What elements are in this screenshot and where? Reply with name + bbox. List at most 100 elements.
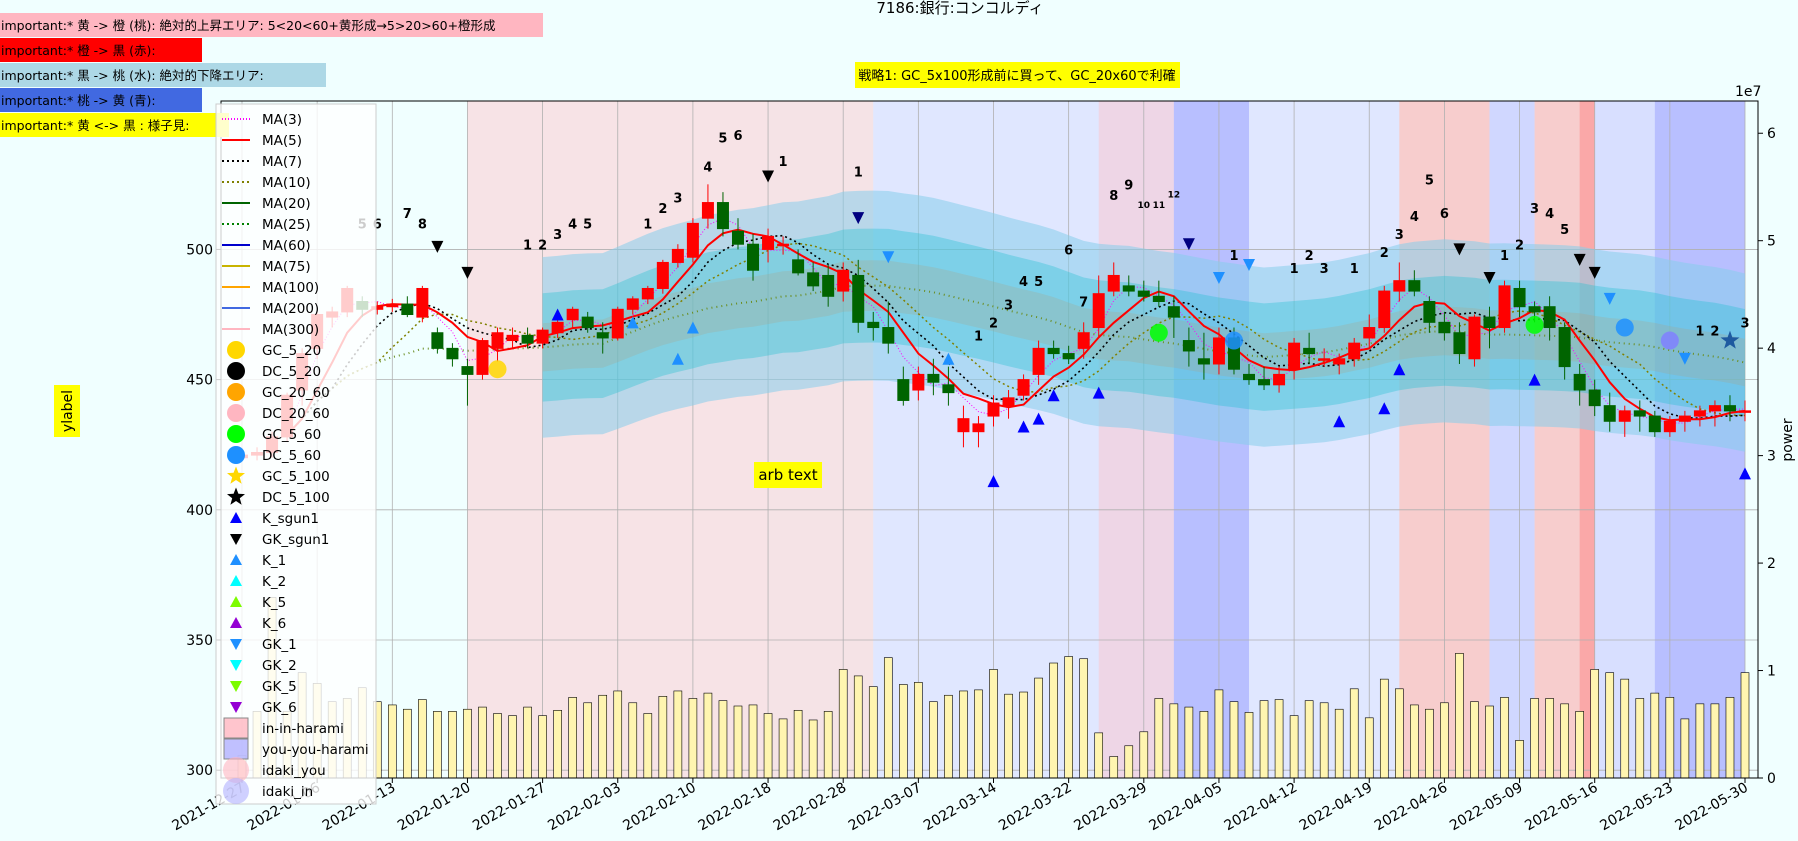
- legend-circle-swatch: [227, 446, 245, 464]
- candle-body: [461, 366, 474, 375]
- strategy-number-label: 3: [1740, 317, 1749, 332]
- y2-tick-label: 3: [1767, 449, 1776, 465]
- candle-body: [521, 334, 534, 344]
- strategy-number-label: 4: [568, 218, 577, 233]
- volume-bar: [974, 689, 983, 779]
- volume-bar: [508, 715, 517, 779]
- strategy-number-label: 5: [1560, 223, 1569, 238]
- sell-triangle-marker: [1678, 352, 1691, 365]
- x-tick-label: 2022-03-29: [1071, 780, 1149, 835]
- legend: MA(3) MA(5) MA(7) MA(10) MA(20) MA(25) MA(60) M…: [215, 103, 377, 805]
- candle-body: [1513, 287, 1526, 308]
- important-note: important:* 黒 -> 桃 (水): 絶対的下降エリア:: [1, 68, 264, 83]
- volume-bar: [643, 713, 653, 779]
- strategy-number-label: 6: [1440, 207, 1449, 222]
- volume-bar: [387, 704, 397, 779]
- candle-body: [1483, 316, 1496, 329]
- x-tick-label: 2022-04-05: [1146, 780, 1224, 835]
- candle-body: [1363, 327, 1376, 339]
- candle-body: [716, 202, 729, 230]
- candle-body: [1468, 316, 1481, 360]
- legend-label: MA(200): [262, 301, 319, 317]
- volume-bar: [1109, 756, 1119, 779]
- strategy-number-label: 2: [989, 317, 998, 332]
- legend-label: MA(7): [262, 154, 302, 170]
- volume-bar: [478, 706, 487, 779]
- cross-circle-marker: [1615, 318, 1634, 337]
- x-tick-label: 2022-02-18: [696, 780, 774, 835]
- cross-star-marker: [1720, 330, 1740, 349]
- important-note: important:* 橙 -> 黒 (赤):: [1, 43, 156, 58]
- strategy-number-label: 5: [1034, 275, 1043, 290]
- legend-circle-swatch: [227, 362, 245, 380]
- volume-bar: [1169, 703, 1179, 779]
- candle-body: [1678, 415, 1691, 422]
- important-note: important:* 桃 -> 黄 (青):: [1, 93, 156, 108]
- strategy-number-label: 1: [854, 166, 863, 181]
- candle-body: [1348, 342, 1361, 360]
- volume-bar: [808, 719, 818, 779]
- strategy-number-label: 3: [1320, 262, 1329, 277]
- volume-bar: [1665, 697, 1675, 779]
- volume-bar: [914, 682, 923, 779]
- legend-label: K_1: [262, 553, 286, 569]
- volume-bars: [237, 597, 1750, 779]
- volume-bar: [628, 702, 638, 779]
- volume-bar: [1019, 691, 1028, 779]
- volume-bar: [1274, 699, 1284, 779]
- important-note-box: [0, 63, 326, 87]
- buy-triangle-marker: [671, 352, 684, 365]
- volume-bar: [823, 711, 833, 779]
- strategy-number-label: 1: [643, 218, 652, 233]
- important-note: important:* 黄 <-> 黒 : 様子見:: [1, 118, 189, 133]
- strategy-number-label: 11: [1153, 201, 1166, 211]
- volume-bar: [1034, 677, 1043, 779]
- legend-label: GC_5_20: [262, 343, 321, 359]
- candle-body: [1723, 405, 1736, 412]
- volume-bar: [1605, 672, 1615, 779]
- strategy-number-label: 2: [658, 202, 667, 217]
- candle-body: [686, 222, 699, 258]
- legend-label: MA(5): [262, 133, 302, 149]
- volume-bar: [523, 706, 532, 779]
- strategy-number-label: 2: [1515, 238, 1524, 253]
- candle-body: [972, 423, 985, 433]
- volume-bar: [1244, 712, 1254, 779]
- candle-body: [912, 373, 925, 391]
- legend-rect-swatch: [223, 717, 249, 739]
- volume-bar: [763, 713, 773, 779]
- candle-body: [897, 379, 910, 401]
- buy-triangle-marker: [1739, 467, 1751, 480]
- sell-triangle-marker: [1212, 272, 1225, 285]
- candle-body: [1739, 410, 1751, 413]
- sell-triangle-marker: [431, 240, 444, 253]
- strategy-number-label: 1: [1695, 324, 1704, 339]
- y2-tick-label: 1: [1767, 664, 1776, 680]
- candle-body: [1107, 274, 1120, 292]
- candle-body: [1092, 293, 1105, 329]
- strategy-number-label: 1: [974, 330, 983, 345]
- candle-body: [1663, 420, 1676, 433]
- candle-body: [506, 334, 519, 342]
- volume-bar: [538, 715, 547, 779]
- legend-triangle-swatch: [230, 617, 242, 628]
- y2-tick-label: 6: [1767, 126, 1776, 142]
- volume-bar: [448, 711, 457, 779]
- volume-bar: [1440, 702, 1449, 779]
- legend-label: GK_5: [262, 679, 297, 695]
- candle-body: [1558, 327, 1571, 368]
- strategy-number-label: 3: [1004, 298, 1013, 313]
- candle-body: [551, 321, 564, 334]
- volume-bar: [568, 697, 577, 779]
- strategy-number-label: 5: [718, 132, 727, 147]
- strategy-number-label: 1: [1500, 249, 1509, 264]
- ylabel-box: ylabel: [54, 385, 80, 437]
- ma-line: [286, 242, 1746, 436]
- x-tick-label: 2022-05-30: [1673, 780, 1751, 835]
- buy-triangle-marker: [1092, 386, 1105, 399]
- candle-body: [701, 202, 714, 219]
- candle-body: [1062, 353, 1075, 360]
- candle-body: [1258, 379, 1271, 386]
- volume-bar: [433, 711, 442, 779]
- strategy-number-label: 9: [1124, 179, 1133, 194]
